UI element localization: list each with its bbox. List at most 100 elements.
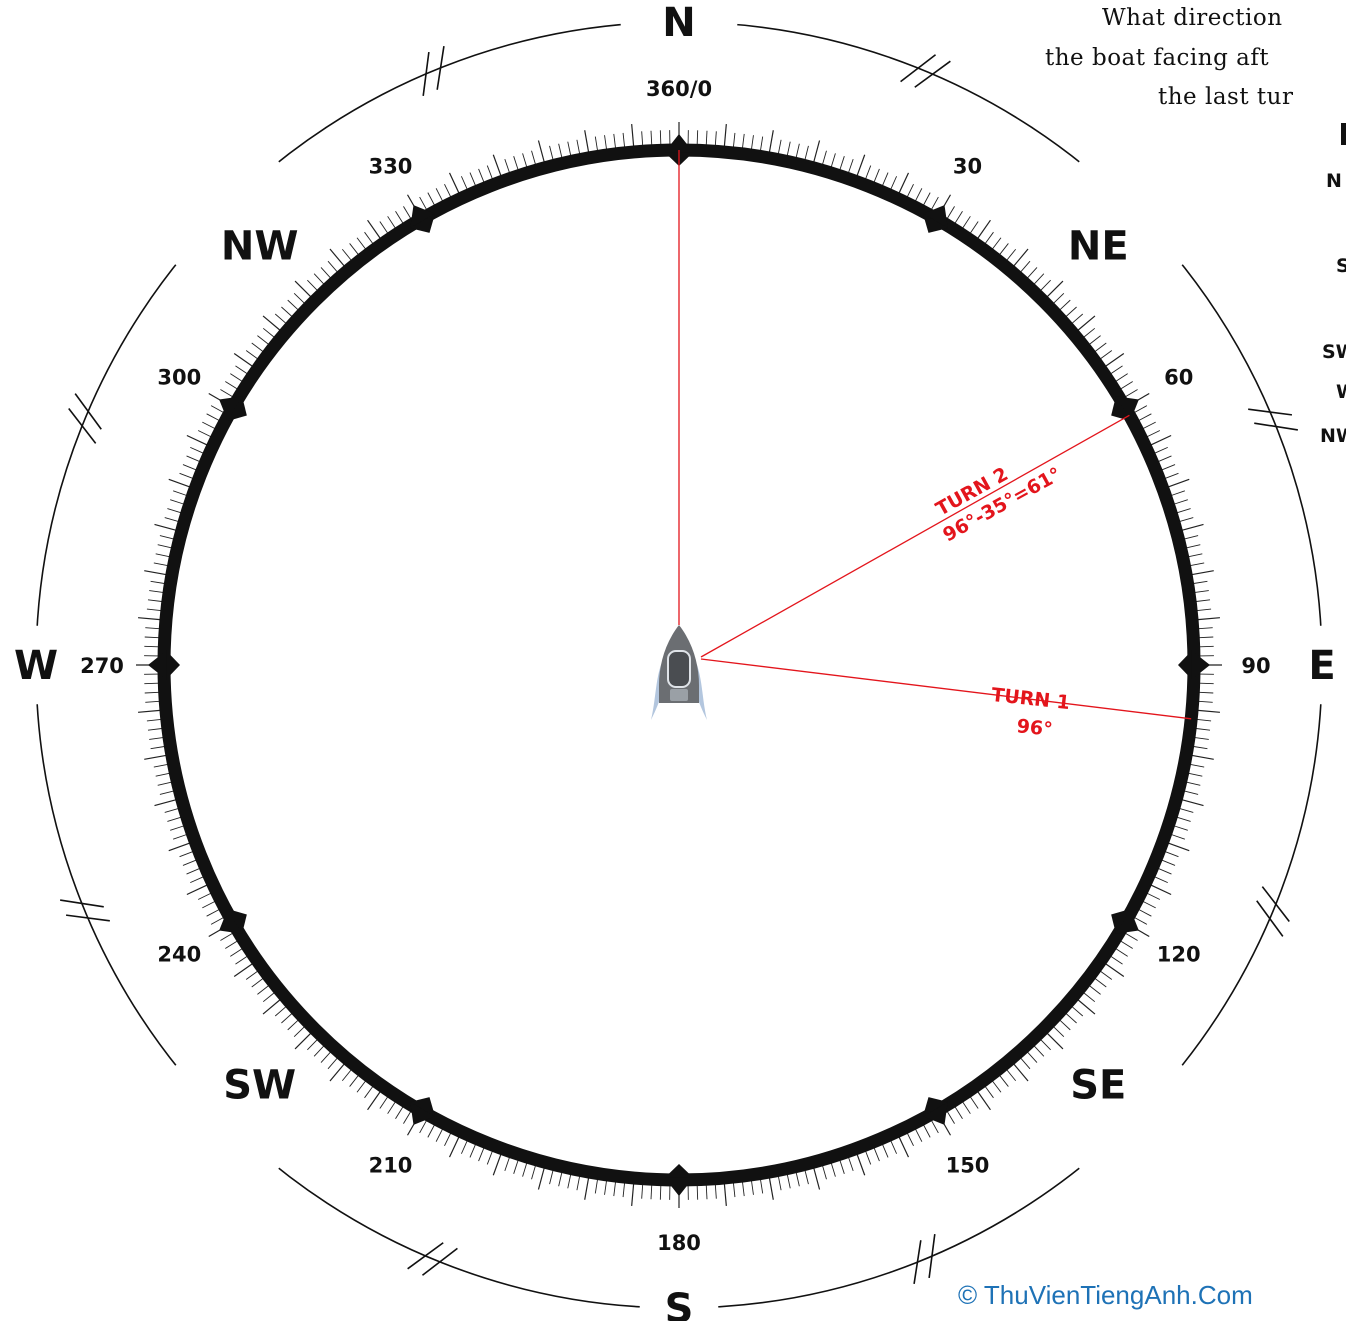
degree-tick	[822, 1165, 827, 1180]
major-tick-wedges	[148, 134, 1210, 1196]
degree-tick	[915, 1129, 923, 1142]
degree-tick	[1077, 999, 1096, 1015]
degree-tick	[1013, 1063, 1029, 1082]
degree-tick	[329, 248, 345, 267]
degree-tick	[898, 172, 910, 194]
degree-tick	[154, 799, 176, 807]
degree-tick	[262, 315, 281, 331]
degree-tick	[197, 430, 211, 438]
question-line-3: the last tur	[1158, 84, 1293, 110]
degree-tick	[145, 700, 160, 703]
outer-ring-slash	[422, 51, 430, 96]
degree-tick	[492, 1154, 502, 1176]
degree-tick	[159, 535, 174, 540]
degree-tick	[522, 153, 528, 167]
degree-tick	[167, 816, 181, 822]
degree-tick	[1125, 389, 1138, 398]
degree-tick	[923, 192, 931, 206]
outer-ring-slash	[1254, 422, 1298, 431]
degree-tick	[478, 168, 485, 183]
degree-tick	[1071, 313, 1084, 324]
degree-tick	[977, 219, 991, 239]
major-tick-wedge	[1111, 908, 1131, 934]
degree-tick	[1094, 978, 1107, 988]
degree-tick	[179, 851, 193, 858]
degree-tick	[504, 1157, 510, 1171]
degree-tick	[1115, 373, 1128, 382]
degree-tick	[567, 141, 572, 156]
degree-tick	[225, 381, 238, 390]
degree-tick	[631, 1183, 635, 1206]
degree-tick	[992, 237, 1002, 250]
degree-tick	[865, 1151, 872, 1165]
option-nw: NW	[1320, 425, 1346, 447]
degree-tick	[206, 909, 220, 917]
degree-tick	[1059, 1019, 1071, 1031]
degree-tick	[786, 141, 791, 156]
degree-tick	[1161, 464, 1176, 471]
degree-tick	[1040, 1039, 1051, 1051]
degree-tick	[150, 746, 165, 750]
outer-ring-gap	[639, 1302, 719, 1312]
cardinal-label-s: S	[665, 1286, 694, 1321]
degree-tick	[1100, 350, 1113, 360]
major-tick-wedge	[1115, 396, 1139, 422]
degree-tick	[149, 590, 164, 593]
degree-tick	[1059, 299, 1071, 311]
degree-tick	[245, 970, 258, 980]
degree-tick	[182, 859, 197, 866]
degree-tick	[813, 140, 821, 162]
degree-tick	[202, 421, 215, 429]
outer-ring-gap	[620, 18, 738, 29]
degree-tick	[327, 260, 338, 273]
degree-tick	[931, 1120, 939, 1134]
degree-tick	[1174, 825, 1188, 831]
degree-tick	[1165, 472, 1179, 479]
degree-tick	[795, 1172, 800, 1187]
outer-ring-slash	[407, 1242, 444, 1270]
option-sw: SW	[1322, 341, 1346, 363]
degree-tick	[714, 1184, 717, 1199]
degree-tick	[1110, 365, 1123, 375]
cardinal-label-n: N	[662, 0, 695, 46]
degree-tick	[549, 1170, 554, 1185]
degree-tick	[839, 156, 845, 170]
major-tick-wedge	[1111, 396, 1131, 422]
degree-tick	[641, 1184, 644, 1199]
major-tick-wedge	[219, 396, 243, 422]
major-tick-wedge	[922, 205, 948, 229]
cardinal-labels: N NE E SE S SW W NW	[14, 0, 1336, 1321]
degree-tick	[293, 1026, 305, 1037]
degree-tick	[882, 172, 889, 186]
degree-tick	[427, 1124, 435, 1138]
degree-tick	[197, 892, 211, 900]
degree-tick	[186, 884, 208, 896]
degree-tick	[768, 1177, 774, 1200]
degree-tick	[1143, 901, 1156, 909]
degree-tick	[1089, 985, 1101, 995]
degree-tick	[1193, 746, 1208, 750]
degree-tick	[1171, 834, 1185, 840]
degree-tick	[813, 1168, 821, 1190]
degree-tick	[1089, 335, 1101, 345]
degree-tick	[387, 1101, 396, 1114]
degree-tick	[460, 176, 468, 190]
major-tick-wedge	[664, 134, 694, 153]
degree-tick	[915, 188, 923, 201]
degree-tick	[1071, 1006, 1084, 1017]
copyright-text: © ThuVienTiengAnh.Com	[958, 1280, 1253, 1310]
major-tick-wedge	[410, 213, 436, 233]
degree-tick	[954, 211, 963, 224]
degree-tick	[1033, 1045, 1045, 1057]
degree-tick	[419, 1120, 427, 1134]
degree-tick	[513, 156, 519, 170]
degree-tick	[576, 1176, 581, 1191]
degree-tick	[567, 1174, 572, 1189]
major-tick-wedge	[227, 908, 247, 934]
degree-tick	[164, 808, 179, 813]
degree-tick	[1027, 1051, 1038, 1063]
degree-tick	[329, 1063, 345, 1082]
degree-tick	[146, 608, 161, 611]
degree-tick	[435, 1129, 443, 1142]
degree-tick	[584, 1177, 590, 1200]
